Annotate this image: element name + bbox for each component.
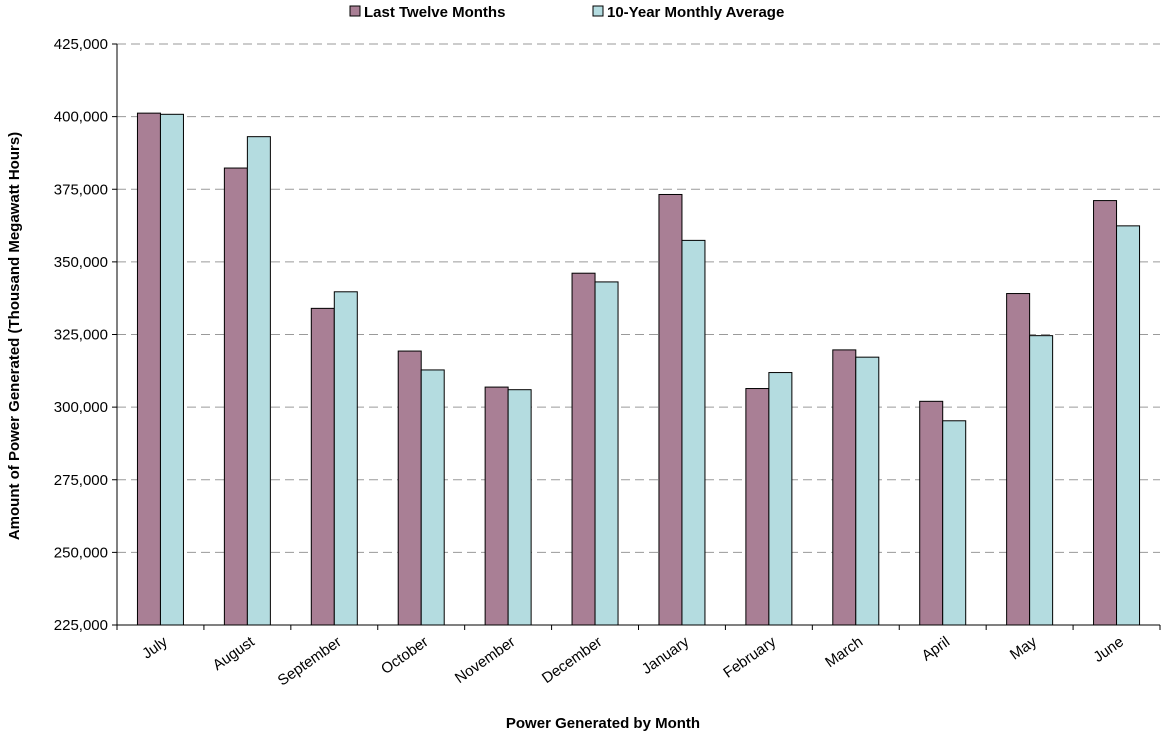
x-tick-label: April (919, 633, 953, 664)
x-axis-ticks: July August September October November Decemb… (116, 625, 1161, 689)
legend: Last Twelve Months 10-Year Monthly Avera… (349, 4, 784, 21)
bar-ten-year-average (420, 369, 445, 626)
y-tick-label: 400,000 (54, 109, 108, 126)
x-tick-label: February (720, 633, 779, 682)
y-tick-label: 425,000 (54, 36, 108, 53)
bar-last-twelve-months (745, 388, 770, 626)
y-tick-label: 325,000 (54, 327, 108, 344)
legend-swatch-series-1 (349, 5, 361, 17)
bar-ten-year-average (159, 113, 184, 626)
gridlines (117, 43, 1160, 553)
x-tick-label: May (1007, 633, 1040, 663)
bar-ten-year-average (246, 136, 271, 626)
x-tick-label: December (539, 633, 605, 687)
x-tick-label: August (210, 633, 259, 674)
legend-label-series-1: Last Twelve Months (364, 4, 505, 21)
y-tick-label: 350,000 (54, 254, 108, 271)
y-tick-label: 250,000 (54, 544, 108, 561)
x-tick-label: January (639, 633, 693, 678)
bar-ten-year-average (333, 291, 358, 626)
x-axis-title: Power Generated by Month (506, 715, 700, 732)
bar-ten-year-average (1116, 225, 1141, 626)
y-axis-ticks: 225,000 250,000 275,000 300,000 325,000 350,0… (54, 36, 117, 634)
bar-ten-year-average (942, 420, 967, 626)
y-tick-label: 300,000 (54, 399, 108, 416)
x-tick-label: March (822, 633, 866, 671)
y-tick-label: 275,000 (54, 472, 108, 489)
y-tick-label: 375,000 (54, 181, 108, 198)
legend-swatch-series-2 (592, 5, 604, 17)
bars (136, 112, 1141, 626)
bar-last-twelve-months (136, 112, 161, 626)
bar-last-twelve-months (223, 167, 248, 626)
x-tick-label: November (452, 633, 518, 687)
y-axis-title: Amount of Power Generated (Thousand Mega… (6, 132, 23, 540)
x-tick-label: July (139, 633, 171, 663)
bar-ten-year-average (1029, 335, 1054, 626)
bar-last-twelve-months (484, 386, 509, 626)
bar-last-twelve-months (1006, 293, 1031, 626)
bar-ten-year-average (507, 389, 532, 626)
bar-ten-year-average (768, 372, 793, 626)
bar-ten-year-average (855, 356, 880, 626)
bar-last-twelve-months (397, 350, 422, 626)
bar-last-twelve-months (832, 349, 857, 626)
bar-last-twelve-months (310, 307, 335, 626)
bar-ten-year-average (681, 239, 706, 626)
bar-ten-year-average (594, 281, 619, 626)
bar-last-twelve-months (1093, 200, 1118, 626)
legend-label-series-2: 10-Year Monthly Average (607, 4, 784, 21)
y-tick-label: 225,000 (54, 617, 108, 634)
x-tick-label: June (1090, 633, 1126, 666)
bar-last-twelve-months (919, 400, 944, 626)
x-tick-label: October (378, 633, 431, 678)
bar-last-twelve-months (571, 272, 596, 626)
x-tick-label: September (275, 633, 345, 689)
bar-last-twelve-months (658, 193, 683, 626)
